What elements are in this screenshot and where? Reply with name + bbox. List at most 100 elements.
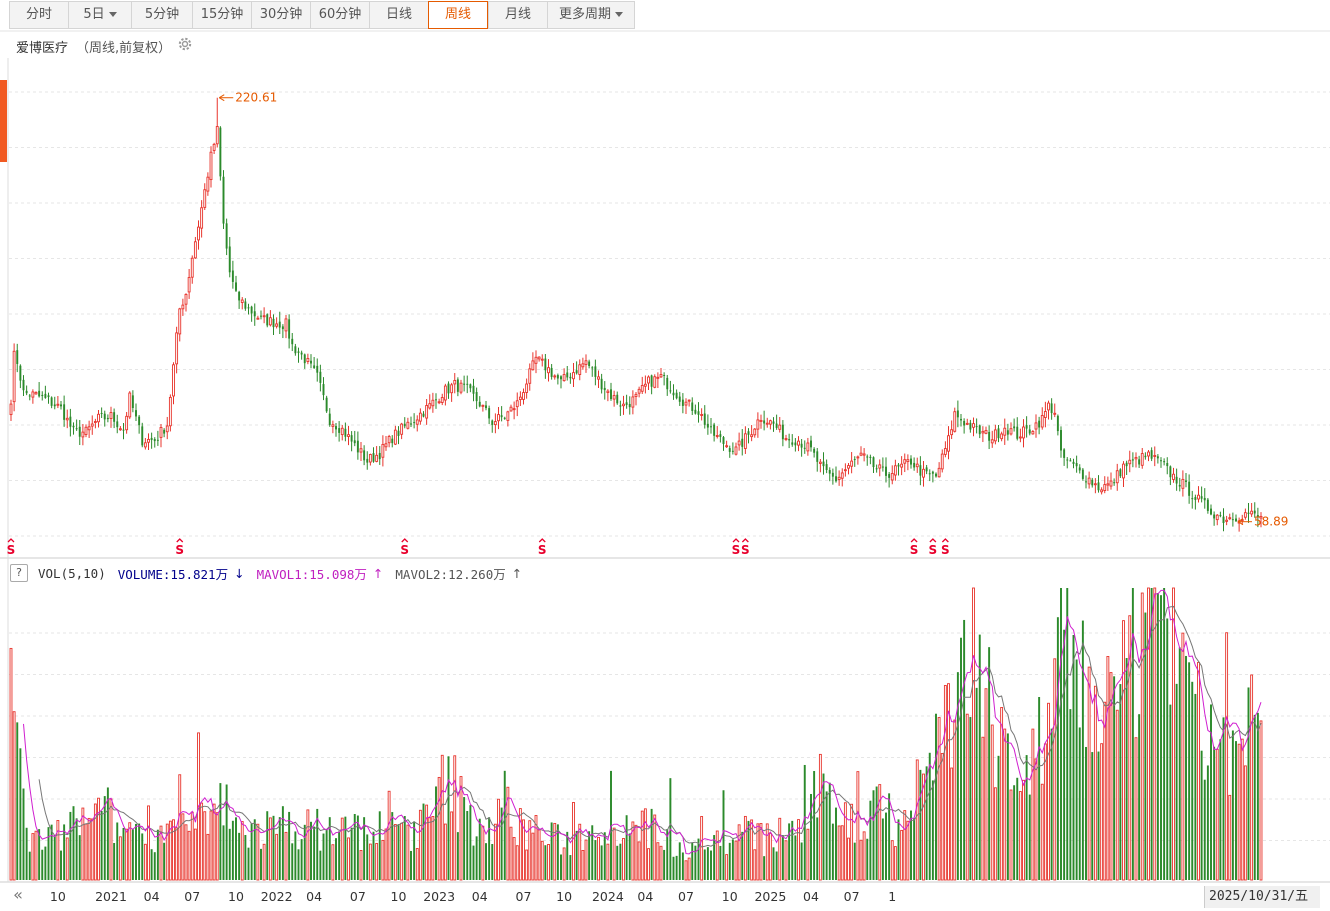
candle-body	[937, 467, 941, 478]
candle-body	[1081, 469, 1084, 479]
xaxis-tick-label: 07	[516, 889, 532, 904]
candle-body	[1203, 497, 1206, 501]
tab-7[interactable]: 周线	[428, 1, 488, 29]
volume-bar	[831, 823, 834, 880]
candle-body	[163, 429, 166, 434]
s-marker: S	[741, 543, 750, 557]
candle-body	[325, 397, 328, 412]
tab-9[interactable]: 更多周期	[547, 1, 635, 29]
candle-body	[443, 385, 447, 401]
volume-bar	[481, 825, 485, 881]
volume-bar	[1034, 758, 1038, 881]
double-left-arrow-icon[interactable]: «	[13, 885, 23, 904]
volume-bar	[147, 805, 150, 881]
volume-bar	[1072, 634, 1075, 880]
volume-bar	[990, 724, 994, 881]
candle-body	[168, 396, 172, 427]
tab-5[interactable]: 60分钟	[310, 1, 369, 29]
volume-bar	[403, 816, 406, 880]
volume-bar	[1219, 739, 1222, 880]
volume-bar	[1031, 728, 1035, 881]
candle-body	[250, 306, 253, 314]
candle-body	[469, 384, 472, 389]
candle-body	[81, 431, 85, 438]
volume-bar	[1109, 672, 1113, 881]
candle-body	[584, 360, 588, 365]
xaxis-tick-label: 2021	[95, 889, 127, 904]
candle-body	[410, 423, 412, 425]
volume-bar	[219, 783, 222, 880]
help-icon[interactable]: ?	[10, 564, 28, 582]
candle-body	[275, 323, 279, 327]
tab-3[interactable]: 15分钟	[192, 1, 251, 29]
volume-bar	[960, 637, 962, 880]
candle-body	[1091, 479, 1094, 486]
candle-body	[1215, 514, 1219, 521]
volume-bar	[175, 827, 179, 881]
volume-bar	[1215, 748, 1219, 881]
candle-body	[1078, 467, 1081, 471]
candle-body	[106, 417, 109, 420]
volume-bar	[410, 850, 412, 880]
tab-label: 月线	[504, 7, 531, 22]
candle-body	[1113, 482, 1116, 484]
volume-bar	[316, 808, 319, 880]
candle-body	[478, 401, 481, 407]
stock-header: 爱博医疗 （周线,前复权）	[16, 36, 193, 56]
volume-bar	[1066, 588, 1069, 880]
volume-bar	[165, 823, 169, 881]
candle-body	[594, 366, 597, 377]
volume-bar	[666, 829, 669, 880]
candle-body	[713, 424, 716, 436]
s-marker-caret	[401, 538, 409, 543]
tab-8[interactable]: 月线	[488, 1, 547, 29]
volume-bar	[331, 844, 335, 881]
candle-body	[710, 426, 712, 428]
candle-body	[993, 429, 997, 442]
candle-body	[947, 435, 950, 452]
candle-body	[990, 439, 994, 444]
volume-bar	[509, 826, 513, 881]
candle-body	[69, 416, 72, 427]
candle-body	[788, 439, 791, 441]
volume-bar	[503, 770, 506, 880]
volume-value: VOLUME:15.821万	[117, 566, 229, 582]
volume-bar	[397, 824, 400, 880]
candle-body	[156, 439, 159, 441]
candle-body	[869, 456, 872, 458]
candle-body	[619, 405, 622, 407]
candle-body	[637, 388, 641, 394]
volume-bar	[440, 754, 444, 881]
volume-bar	[109, 798, 113, 881]
tab-1[interactable]: 5日	[68, 1, 131, 29]
xaxis-tick-label: 07	[678, 889, 694, 904]
gear-icon[interactable]	[177, 36, 193, 56]
volume-bar	[1134, 737, 1138, 881]
volume-bar	[63, 824, 66, 880]
volume-bar	[553, 822, 557, 881]
s-marker: S	[929, 543, 938, 557]
volume-bar	[19, 748, 22, 880]
volume-bar	[463, 797, 466, 880]
volume-bar	[143, 843, 147, 881]
candle-body	[731, 450, 734, 452]
candle-body	[835, 476, 837, 482]
tab-2[interactable]: 5分钟	[131, 1, 192, 29]
volume-bar	[768, 832, 772, 881]
volume-bar	[128, 822, 132, 881]
candle-body	[235, 282, 237, 291]
volume-bar	[988, 647, 991, 880]
tab-4[interactable]: 30分钟	[251, 1, 310, 29]
candle-body	[678, 396, 681, 402]
volume-bar	[691, 842, 694, 880]
tab-6[interactable]: 日线	[369, 1, 428, 29]
volume-bar	[400, 822, 404, 881]
volume-bar	[963, 619, 966, 880]
volume-bar	[506, 786, 510, 881]
volume-bar	[1000, 707, 1004, 881]
volume-bar	[856, 771, 860, 881]
volume-bar	[1237, 743, 1241, 881]
tab-0[interactable]: 分时	[9, 1, 68, 29]
candle-body	[322, 384, 325, 396]
